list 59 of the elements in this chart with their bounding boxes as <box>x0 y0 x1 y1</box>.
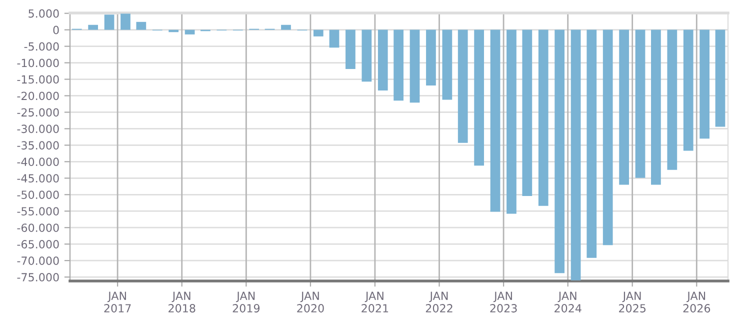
bar <box>602 30 613 246</box>
bar <box>700 30 710 139</box>
bar <box>458 30 468 143</box>
bar <box>586 30 597 258</box>
y-tick-label: -20.000 <box>17 92 59 100</box>
bar <box>715 30 726 127</box>
bar <box>346 30 356 70</box>
bar <box>88 24 98 30</box>
x-tick-label: JAN 2020 <box>297 292 324 312</box>
bar <box>667 30 678 170</box>
bar <box>619 30 629 185</box>
y-tick-label: -40.000 <box>17 158 59 166</box>
x-tick-label: JAN 2017 <box>104 292 131 312</box>
bar <box>313 30 324 36</box>
bar <box>410 30 420 103</box>
y-tick-label: -15.000 <box>17 75 59 84</box>
y-tick-label: -30.000 <box>17 124 59 134</box>
y-tick-label: -60.000 <box>17 224 59 232</box>
bar <box>442 30 452 100</box>
bar <box>538 30 548 206</box>
x-tick-label: JAN 2026 <box>683 292 710 312</box>
bar <box>378 30 388 90</box>
y-tick-label: -70.000 <box>17 256 59 265</box>
bar <box>635 30 646 178</box>
bar <box>184 30 195 34</box>
x-tick-label: JAN 2023 <box>490 292 517 312</box>
bar <box>329 30 340 48</box>
y-tick-label: 0 <box>53 26 59 34</box>
bar <box>426 30 436 86</box>
bar <box>474 30 484 166</box>
bar <box>506 30 516 214</box>
y-tick-label: -45.000 <box>17 174 59 183</box>
x-tick-label: JAN 2025 <box>619 292 646 312</box>
bar <box>651 30 661 185</box>
bar <box>490 30 500 212</box>
y-tick-label: -35.000 <box>17 141 59 150</box>
y-tick-label: -75.000 <box>17 273 59 282</box>
bar <box>362 30 372 82</box>
x-tick-label: JAN 2024 <box>554 292 582 312</box>
bar <box>683 30 694 151</box>
y-tick-label: -25.000 <box>17 108 59 117</box>
bar <box>136 22 146 30</box>
bar <box>570 30 581 280</box>
x-tick-label: JAN 2022 <box>426 292 452 312</box>
bar <box>394 30 404 101</box>
y-tick-label: -65.000 <box>17 240 59 248</box>
x-tick-label: JAN 2019 <box>232 292 260 312</box>
y-tick-label: -10.000 <box>17 58 59 68</box>
y-tick-label: -55.000 <box>17 207 59 216</box>
x-tick-label: JAN 2018 <box>168 292 196 312</box>
y-tick-label: -5.000 <box>24 42 59 51</box>
bar <box>104 14 114 30</box>
bar <box>120 14 130 30</box>
bar <box>554 30 565 274</box>
bar <box>522 30 532 196</box>
x-tick-label: JAN 2021 <box>362 292 388 312</box>
y-tick-label: -50.000 <box>17 190 59 200</box>
y-tick-label: 5.000 <box>28 9 59 18</box>
bar <box>281 24 291 30</box>
